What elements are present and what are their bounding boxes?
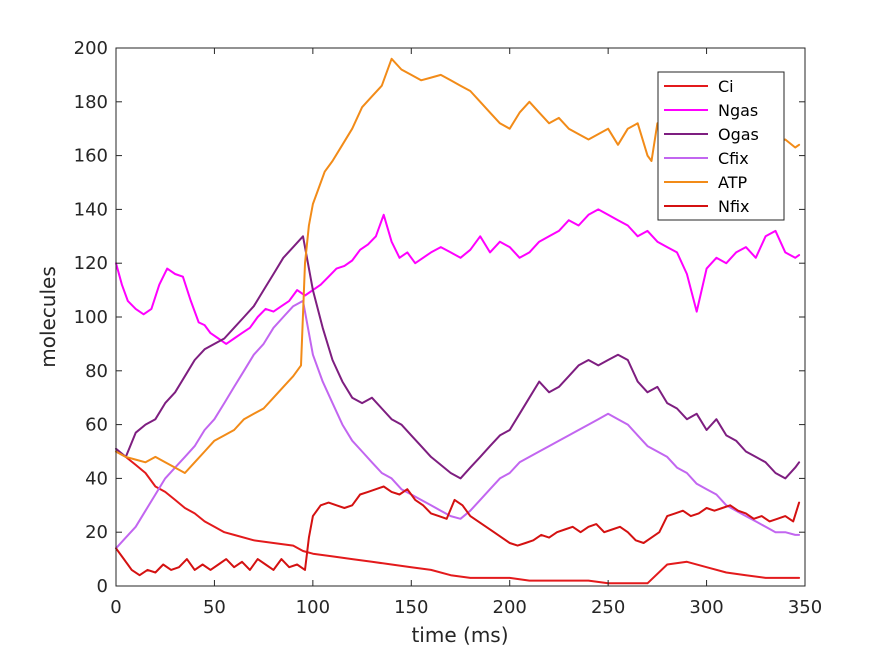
y-tick-label: 180 [74, 92, 108, 113]
y-tick-label: 120 [74, 253, 108, 274]
legend-label-ngas: Ngas [718, 101, 758, 120]
legend: Ci Ngas Ogas Cfix ATP Nfix [657, 71, 785, 221]
x-axis-label: time (ms) [411, 623, 508, 647]
series-line-nfix [115, 485, 801, 577]
x-axis: 0 50 100 150 200 250 300 350 [110, 48, 822, 618]
series-line-ci [115, 450, 801, 585]
legend-label-nfix: Nfix [718, 197, 750, 216]
x-tick-label: 200 [493, 597, 527, 618]
y-tick-label: 160 [74, 146, 108, 167]
x-tick-label: 50 [203, 597, 226, 618]
y-tick-label: 20 [85, 522, 108, 543]
legend-label-atp: ATP [718, 173, 747, 192]
x-tick-label: 0 [110, 597, 121, 618]
y-tick-label: 200 [74, 38, 108, 59]
y-tick-label: 100 [74, 307, 108, 328]
y-axis: 0 20 40 60 80 100 120 140 160 180 200 [74, 38, 805, 597]
legend-label-ci: Ci [718, 77, 734, 96]
x-tick-label: 100 [296, 597, 330, 618]
x-tick-label: 250 [591, 597, 625, 618]
y-tick-label: 40 [85, 468, 108, 489]
y-tick-label: 140 [74, 199, 108, 220]
x-tick-label: 300 [689, 597, 723, 618]
series-line-ngas [115, 208, 801, 345]
y-tick-label: 80 [85, 361, 108, 382]
legend-label-cfix: Cfix [718, 149, 749, 168]
y-axis-label: molecules [36, 266, 60, 368]
legend-label-ogas: Ogas [718, 125, 759, 144]
x-tick-label: 150 [394, 597, 428, 618]
series-line-ogas [115, 235, 801, 480]
y-tick-label: 0 [97, 576, 108, 597]
y-tick-label: 60 [85, 415, 108, 436]
x-tick-label: 350 [788, 597, 822, 618]
legend-box [657, 71, 785, 221]
series-line-cfix [115, 299, 801, 550]
